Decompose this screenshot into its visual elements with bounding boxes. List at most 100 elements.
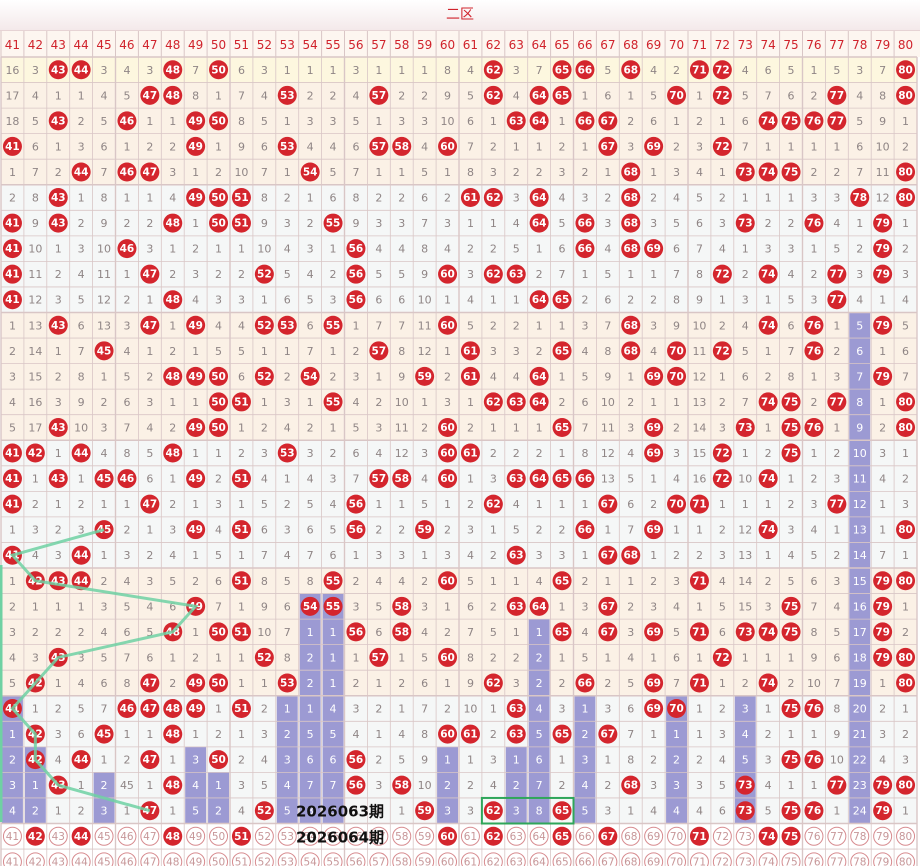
selectable-ball[interactable] [804,826,824,846]
missing-count: 4 [627,447,634,460]
selectable-ball[interactable] [529,852,549,866]
next-draw-ball[interactable] [552,826,572,846]
selectable-ball[interactable] [598,852,618,866]
next-draw-ball[interactable] [163,826,183,846]
missing-count: 4 [856,89,863,102]
next-draw-ball[interactable] [231,826,251,846]
missing-count: 6 [673,243,680,256]
next-draw-ball[interactable] [71,826,91,846]
selectable-ball[interactable] [2,852,22,866]
selectable-ball[interactable] [621,826,641,846]
selectable-ball[interactable] [667,852,687,866]
selectable-ball[interactable] [575,852,595,866]
selectable-ball[interactable] [712,852,732,866]
drawn-ball [873,647,893,667]
selectable-ball[interactable] [735,826,755,846]
selectable-ball[interactable] [758,852,778,866]
missing-count: 2 [146,140,153,153]
next-draw-ball[interactable] [781,826,801,846]
drawn-ball [2,469,22,489]
selectable-ball[interactable] [644,826,664,846]
selectable-ball[interactable] [712,826,732,846]
selectable-ball[interactable] [460,852,480,866]
selectable-ball[interactable] [735,852,755,866]
missing-count: 7 [788,345,795,358]
selectable-ball[interactable] [186,852,206,866]
selectable-ball[interactable] [781,852,801,866]
selectable-ball[interactable] [873,852,893,866]
selectable-ball[interactable] [529,826,549,846]
missing-count: 3 [513,64,520,77]
selectable-ball[interactable] [231,852,251,866]
selectable-ball[interactable] [506,852,526,866]
selectable-ball[interactable] [323,852,343,866]
selectable-ball[interactable] [346,852,366,866]
selectable-ball[interactable] [896,826,916,846]
selectable-ball[interactable] [209,826,229,846]
selectable-ball[interactable] [346,826,366,846]
selectable-ball[interactable] [117,826,137,846]
selectable-ball[interactable] [827,826,847,846]
selectable-ball[interactable] [300,852,320,866]
selectable-ball[interactable] [689,852,709,866]
selectable-ball[interactable] [506,826,526,846]
missing-count: 4 [146,600,153,613]
selectable-ball[interactable] [369,852,389,866]
selectable-ball[interactable] [94,852,114,866]
selectable-ball[interactable] [254,826,274,846]
selectable-ball[interactable] [667,826,687,846]
selectable-ball[interactable] [300,826,320,846]
selectable-ball[interactable] [552,852,572,866]
selectable-ball[interactable] [896,852,916,866]
selectable-ball[interactable] [117,852,137,866]
next-draw-ball[interactable] [598,826,618,846]
selectable-ball[interactable] [850,826,870,846]
selectable-ball[interactable] [25,852,45,866]
missing-count: 3 [444,396,451,409]
missing-count: 3 [490,345,497,358]
selectable-ball[interactable] [254,852,274,866]
selectable-ball[interactable] [209,852,229,866]
next-draw-ball[interactable] [758,826,778,846]
selectable-ball[interactable] [277,852,297,866]
selectable-ball[interactable] [186,826,206,846]
selectable-ball[interactable] [575,826,595,846]
selectable-ball[interactable] [850,852,870,866]
selectable-ball[interactable] [140,852,160,866]
missing-count: 1 [215,703,222,716]
drawn-ball [186,699,206,719]
next-draw-ball[interactable] [438,826,458,846]
selectable-ball[interactable] [392,826,412,846]
selectable-ball[interactable] [438,852,458,866]
next-draw-ball[interactable] [689,826,709,846]
selectable-ball[interactable] [392,852,412,866]
selectable-ball[interactable] [323,826,343,846]
selectable-ball[interactable] [2,826,22,846]
selectable-number: 52 [258,831,271,843]
missing-count: 1 [833,524,840,537]
next-draw-ball[interactable] [25,826,45,846]
missing-count: 5 [742,89,749,102]
selectable-ball[interactable] [48,826,68,846]
selectable-ball[interactable] [415,826,435,846]
selectable-ball[interactable] [415,852,435,866]
missing-count: 5 [467,319,474,332]
selectable-ball[interactable] [804,852,824,866]
next-draw-ball[interactable] [483,826,503,846]
missing-count: 5 [421,651,428,664]
selectable-ball[interactable] [621,852,641,866]
selectable-ball[interactable] [163,852,183,866]
selectable-ball[interactable] [460,826,480,846]
selectable-ball[interactable] [277,826,297,846]
selectable-ball[interactable] [827,852,847,866]
selectable-ball[interactable] [369,826,389,846]
selectable-ball[interactable] [644,852,664,866]
drawn-ball-number: 53 [280,141,295,153]
selectable-ball[interactable] [48,852,68,866]
selectable-ball[interactable] [873,826,893,846]
selectable-ball[interactable] [483,852,503,866]
selectable-ball[interactable] [140,826,160,846]
selectable-ball[interactable] [71,852,91,866]
selectable-ball[interactable] [94,826,114,846]
drawn-ball-number: 47 [143,90,158,102]
